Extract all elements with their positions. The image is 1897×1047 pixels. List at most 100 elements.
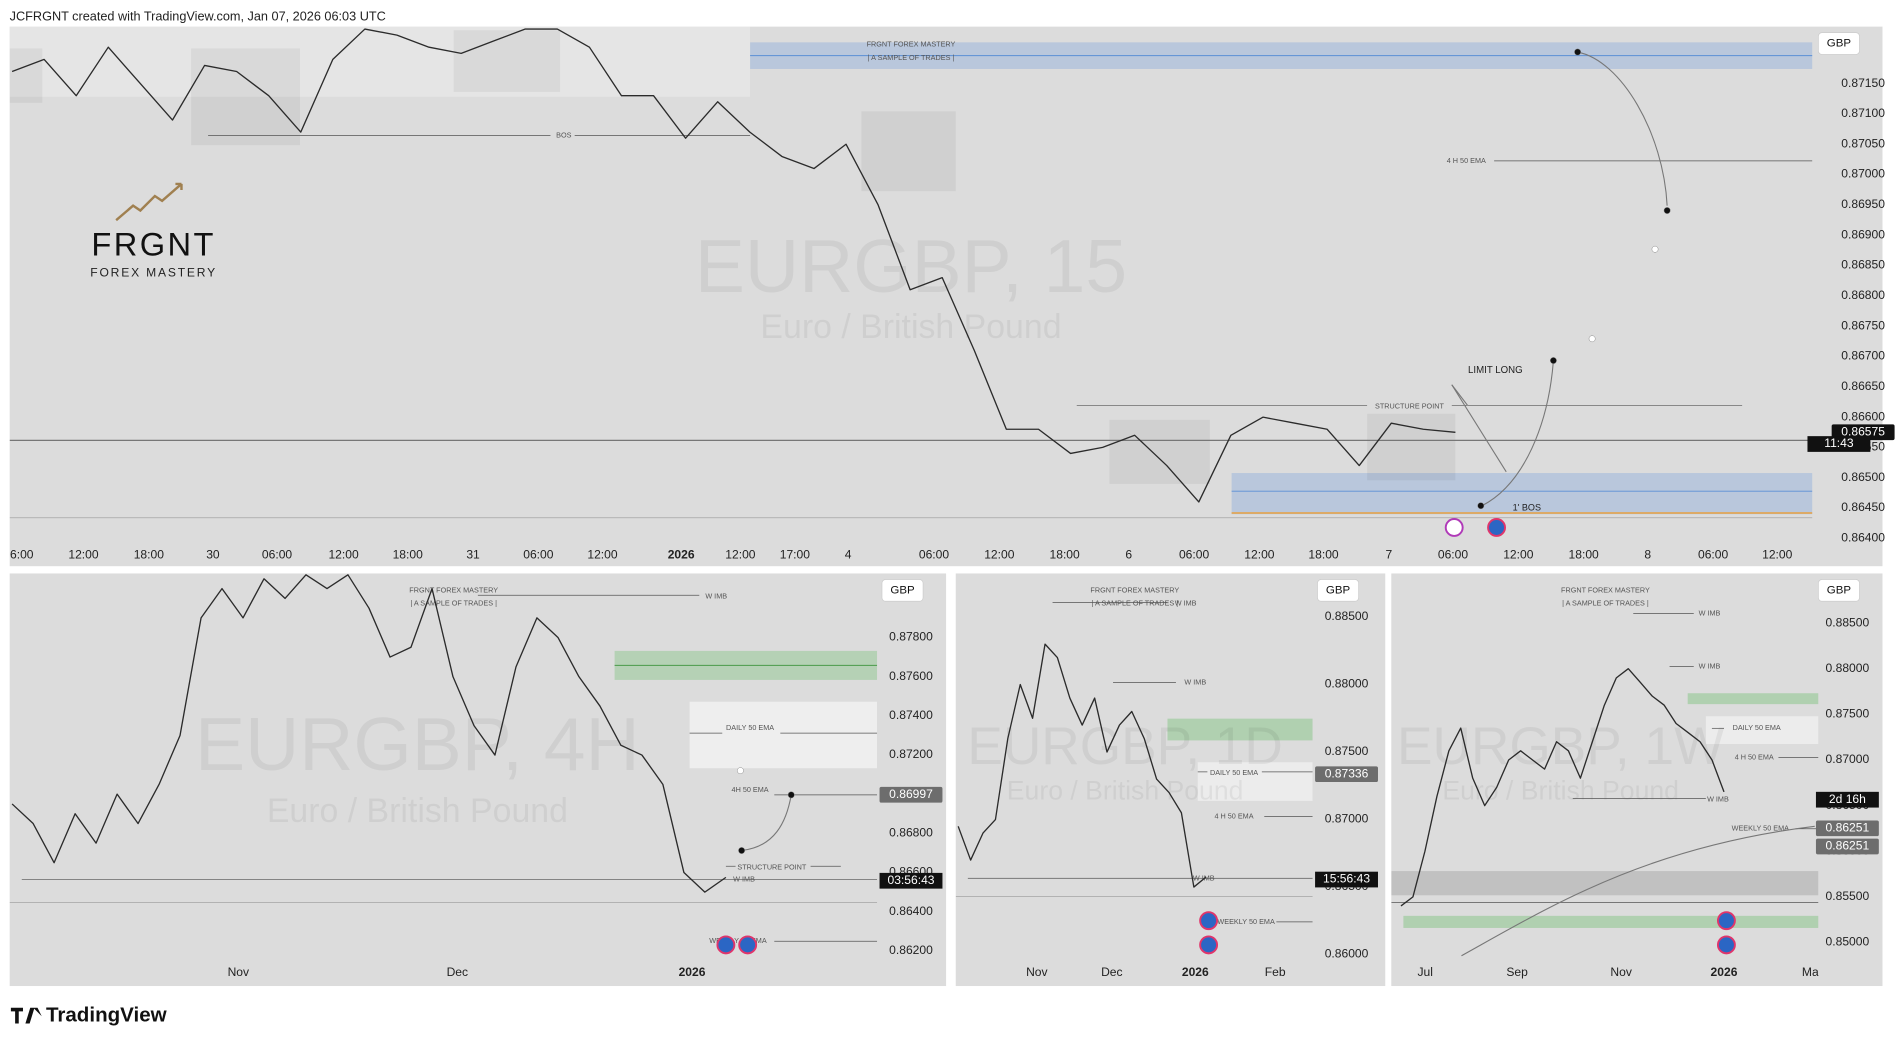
zone [1367,413,1456,481]
x-tick-label: Nov [228,965,249,979]
x-axis: 6:00 12:00 18:00 30 06:00 12:00 18:00 31 06:00 12… [10,548,1793,562]
y-tick-label: 0.85000 [1826,935,1870,949]
x-axis: Nov Dec 2026 [228,965,706,979]
x-tick-label: 18:00 [1569,548,1600,562]
y-tick-label: 0.86400 [1841,531,1885,545]
annotation: | A SAMPLE OF TRADES | [868,53,955,62]
footer-brand: TradingView [46,1004,168,1027]
annotation: 1' BOS [1513,503,1541,513]
y-tick-label: 0.86700 [1841,349,1885,363]
price-line [957,643,1207,888]
arrow [1481,360,1554,507]
currency-box [1817,579,1860,602]
price-tag-label: 0.87336 [1325,766,1369,780]
arrow [1577,51,1668,206]
annotation: W IMB [705,591,727,600]
annotation: BOS [556,130,571,139]
point-marker [1651,245,1659,253]
zone [1167,718,1313,741]
zone [1391,871,1819,896]
y-tick-label: 0.87150 [1841,76,1885,90]
y-tick-label: 0.88500 [1325,609,1369,623]
footer-logo [10,1007,42,1024]
watermark-subtitle: Euro / British Pound [267,792,568,830]
zone [1687,693,1819,705]
y-tick-label: 0.85500 [1826,889,1870,903]
panel-bg [9,26,1883,567]
countdown-box [1815,791,1879,808]
price-line [1400,668,1725,907]
watermark-title: EURGBP, 4H [195,702,640,786]
x-tick-label: 6 [1125,548,1132,562]
y-tick-label: 0.86000 [1325,947,1369,961]
y-tick-label: 0.87200 [889,747,933,761]
y-tick-label: 0.86500 [1841,470,1885,484]
zone [1231,473,1813,515]
point-marker [787,791,795,799]
annotation: WEEKLY 50 EMA [1732,824,1790,833]
plot-area: EURGBP, 4H Euro / British Pound FRGNT FORE… [9,574,878,955]
arrow [1451,384,1507,473]
annotation: | A SAMPLE OF TRADES | [1091,599,1178,608]
x-tick-label: 2026 [1711,965,1738,979]
y-tick-label: 0.86800 [1841,288,1885,302]
brand-logo: FRGNT FOREX MASTERY [90,182,216,280]
y-tick-label: 0.87500 [1325,744,1369,758]
brand-arrow [115,182,183,222]
annotation: W IMB [1699,608,1721,617]
x-tick-label: 31 [466,548,480,562]
annotation: W IMB [1184,677,1206,686]
arrow [1451,384,1468,406]
annotation: W IMB [1175,599,1197,608]
annotation: STRUCTURE POINT [1375,401,1444,410]
event-icon [1716,935,1736,955]
y-tick-label: 0.86800 [889,826,933,840]
y-tick-label: 0.86400 [889,904,933,918]
x-tick-label: 2026 [668,548,695,562]
countdown: 03:56:43 [887,873,934,887]
annotation: W IMB [1707,795,1729,804]
price-tag [1815,820,1879,837]
panel-bg [955,573,1386,987]
x-tick-label: 06:00 [1179,548,1210,562]
countdown-box [879,872,943,889]
point-marker [1663,207,1671,214]
annotation: 4 H 50 EMA [1214,812,1253,821]
x-tick-label: 12:00 [984,548,1015,562]
annotation: FRGNT FOREX MASTERY [1090,585,1179,594]
event-icon [738,935,758,955]
x-tick-label: 12:00 [725,548,756,562]
currency-box [1317,579,1359,602]
x-tick-label: 4 [845,548,852,562]
zone [1197,762,1313,801]
y-tick-label: 0.88500 [1826,615,1870,629]
zone [1705,716,1819,745]
countdown: 2d 16h [1829,792,1866,806]
zone [9,26,751,97]
x-tick-label: 12:00 [328,548,359,562]
annotation: W IMB [733,874,755,883]
y-tick-label: 0.88000 [1826,661,1870,675]
currency: GBP [1326,584,1351,596]
y-tick-label: 0.87100 [1841,106,1885,120]
annotation: W IMB [1193,873,1215,882]
price-tag-label: 0.86251 [1826,839,1870,853]
brand-name: FRGNT [91,225,216,262]
annotation: FRGNT FOREX MASTERY [1561,585,1650,594]
zone [191,48,301,146]
x-tick-label: 12:00 [1503,548,1534,562]
arrow [1461,825,1815,957]
zone [9,48,43,103]
chart-panel: EURGBP, 4H Euro / British Pound FRGNT FORE… [9,573,947,987]
x-tick-label: 17:00 [780,548,811,562]
price-tag [1315,766,1378,783]
x-tick-label: 18:00 [393,548,424,562]
annotation: WEEKLY 50 EMA [709,936,767,945]
x-tick-label: 06:00 [262,548,293,562]
y-tick-label: 0.86750 [1841,318,1885,332]
y-tick-label: 0.88000 [1325,677,1369,691]
